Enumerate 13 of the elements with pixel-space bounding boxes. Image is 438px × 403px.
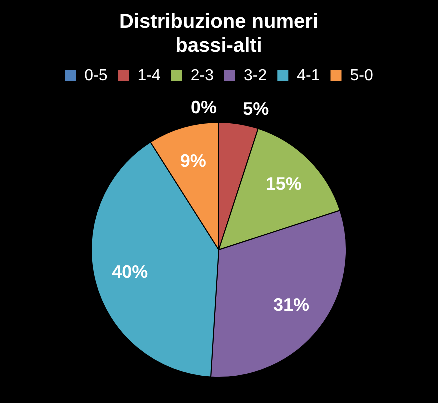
legend-label: 0-5	[84, 67, 108, 84]
data-label: 9%	[180, 150, 206, 171]
legend-label: 1-4	[138, 67, 161, 84]
data-label: 31%	[274, 295, 310, 316]
data-label: 5%	[243, 99, 270, 120]
legend-label: 5-0	[350, 67, 374, 84]
legend-label: 4-1	[297, 67, 320, 84]
legend-label: 3-2	[244, 67, 268, 84]
text: 0%	[190, 97, 217, 118]
data-label: 40%	[112, 262, 148, 282]
data-label: 15%	[266, 174, 302, 194]
chart-title: Distribuzione numeri bassi-alti	[118, 10, 320, 58]
legend-label: 2-3	[190, 67, 214, 84]
